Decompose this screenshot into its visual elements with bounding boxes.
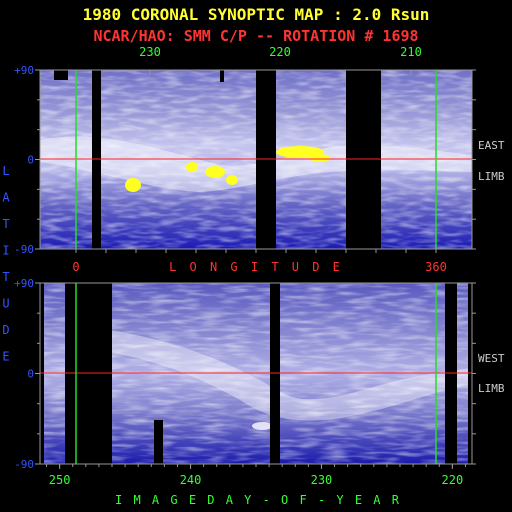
day-tick-label: 220 <box>442 473 464 487</box>
latitude-axis-letter: L <box>2 164 9 178</box>
west-streamer-belt <box>110 330 472 421</box>
day-tick-label: 250 <box>49 473 71 487</box>
latitude-axis-letter: I <box>2 244 9 258</box>
axis-labels-layer: 230 220 210 +90 0 -90 +90 0 -90 0 360 L O N G I T U… <box>2 45 463 507</box>
latitude-axis-letter: A <box>2 191 10 205</box>
latitude-axis-letter: U <box>2 297 9 311</box>
day-tick-label: 240 <box>180 473 202 487</box>
longitude-tick-label: 360 <box>425 260 447 274</box>
west-side-label-line1: WEST <box>478 352 505 365</box>
east-limb-panel <box>39 69 473 250</box>
top-axis-tick-label: 210 <box>400 45 422 59</box>
west-side-label-line2: LIMB <box>478 382 505 395</box>
west-latitude-tick-label: -90 <box>14 458 34 471</box>
east-bright-features <box>125 146 330 192</box>
chart-subtitle: NCAR/HAO: SMM C/P -- ROTATION # 1698 <box>93 27 418 45</box>
west-bright-feature <box>252 422 272 430</box>
east-latitude-tick-label: 0 <box>27 154 34 167</box>
day-tick-label: 230 <box>311 473 333 487</box>
longitude-tick-label: 0 <box>72 260 79 274</box>
west-limb-panel <box>39 282 473 465</box>
west-latitude-tick-label: +90 <box>14 277 34 290</box>
day-axis-label: I M A G E D A Y - O F - Y E A R <box>115 493 401 507</box>
latitude-axis-letter: T <box>2 270 9 284</box>
east-side-label-line2: LIMB <box>478 170 505 183</box>
latitude-axis-letter: D <box>2 323 9 337</box>
east-side-label-line1: EAST <box>478 139 505 152</box>
chart-title: 1980 CORONAL SYNOPTIC MAP : 2.0 Rsun <box>83 5 430 24</box>
axis-ticks-layer <box>35 69 476 469</box>
latitude-axis-letter: E <box>2 350 9 364</box>
east-latitude-tick-label: +90 <box>14 64 34 77</box>
east-latitude-tick-label: -90 <box>14 243 34 256</box>
top-axis-tick-label: 220 <box>269 45 291 59</box>
west-latitude-tick-label: 0 <box>27 368 34 381</box>
top-axis-tick-label: 230 <box>139 45 161 59</box>
latitude-axis-letter: T <box>2 217 9 231</box>
longitude-axis-label: L O N G I T U D E <box>169 260 343 274</box>
